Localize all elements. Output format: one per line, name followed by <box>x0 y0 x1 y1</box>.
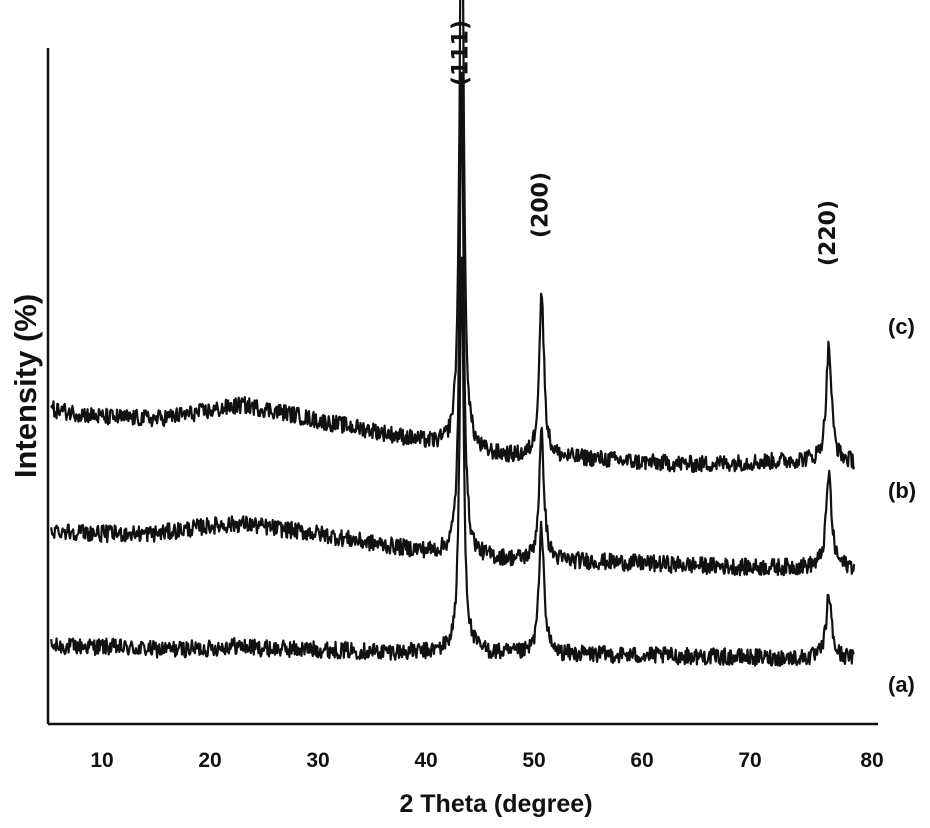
x-tick-label: 30 <box>306 749 329 772</box>
x-tick-label: 10 <box>90 749 113 772</box>
series-line-b <box>50 71 856 577</box>
x-tick-label: 20 <box>198 749 221 772</box>
peak-label: (111) <box>449 20 474 86</box>
series-label: (b) <box>888 478 916 503</box>
axes <box>46 48 878 726</box>
x-tick-label: 80 <box>860 749 883 772</box>
series-label: (c) <box>888 314 915 339</box>
x-tick-label: 40 <box>414 749 437 772</box>
peak-label: (200) <box>529 172 554 238</box>
x-tick-label: 70 <box>738 749 761 772</box>
peak-label: (220) <box>816 200 841 266</box>
plot-traces <box>50 0 856 667</box>
x-tick-labels: 10 20 30 40 50 60 70 80 <box>90 749 883 772</box>
y-axis-title: Intensity (%) <box>8 294 43 478</box>
series-labels: (a) (b) (c) <box>888 314 916 697</box>
series-line-c <box>50 0 856 474</box>
series-line-a <box>50 256 855 667</box>
peak-annotations: (111) (200) (220) <box>449 20 841 266</box>
series-label: (a) <box>888 672 915 697</box>
x-tick-label: 60 <box>630 749 653 772</box>
x-axis-title: 2 Theta (degree) <box>399 790 592 818</box>
x-tick-label: 50 <box>522 749 545 772</box>
